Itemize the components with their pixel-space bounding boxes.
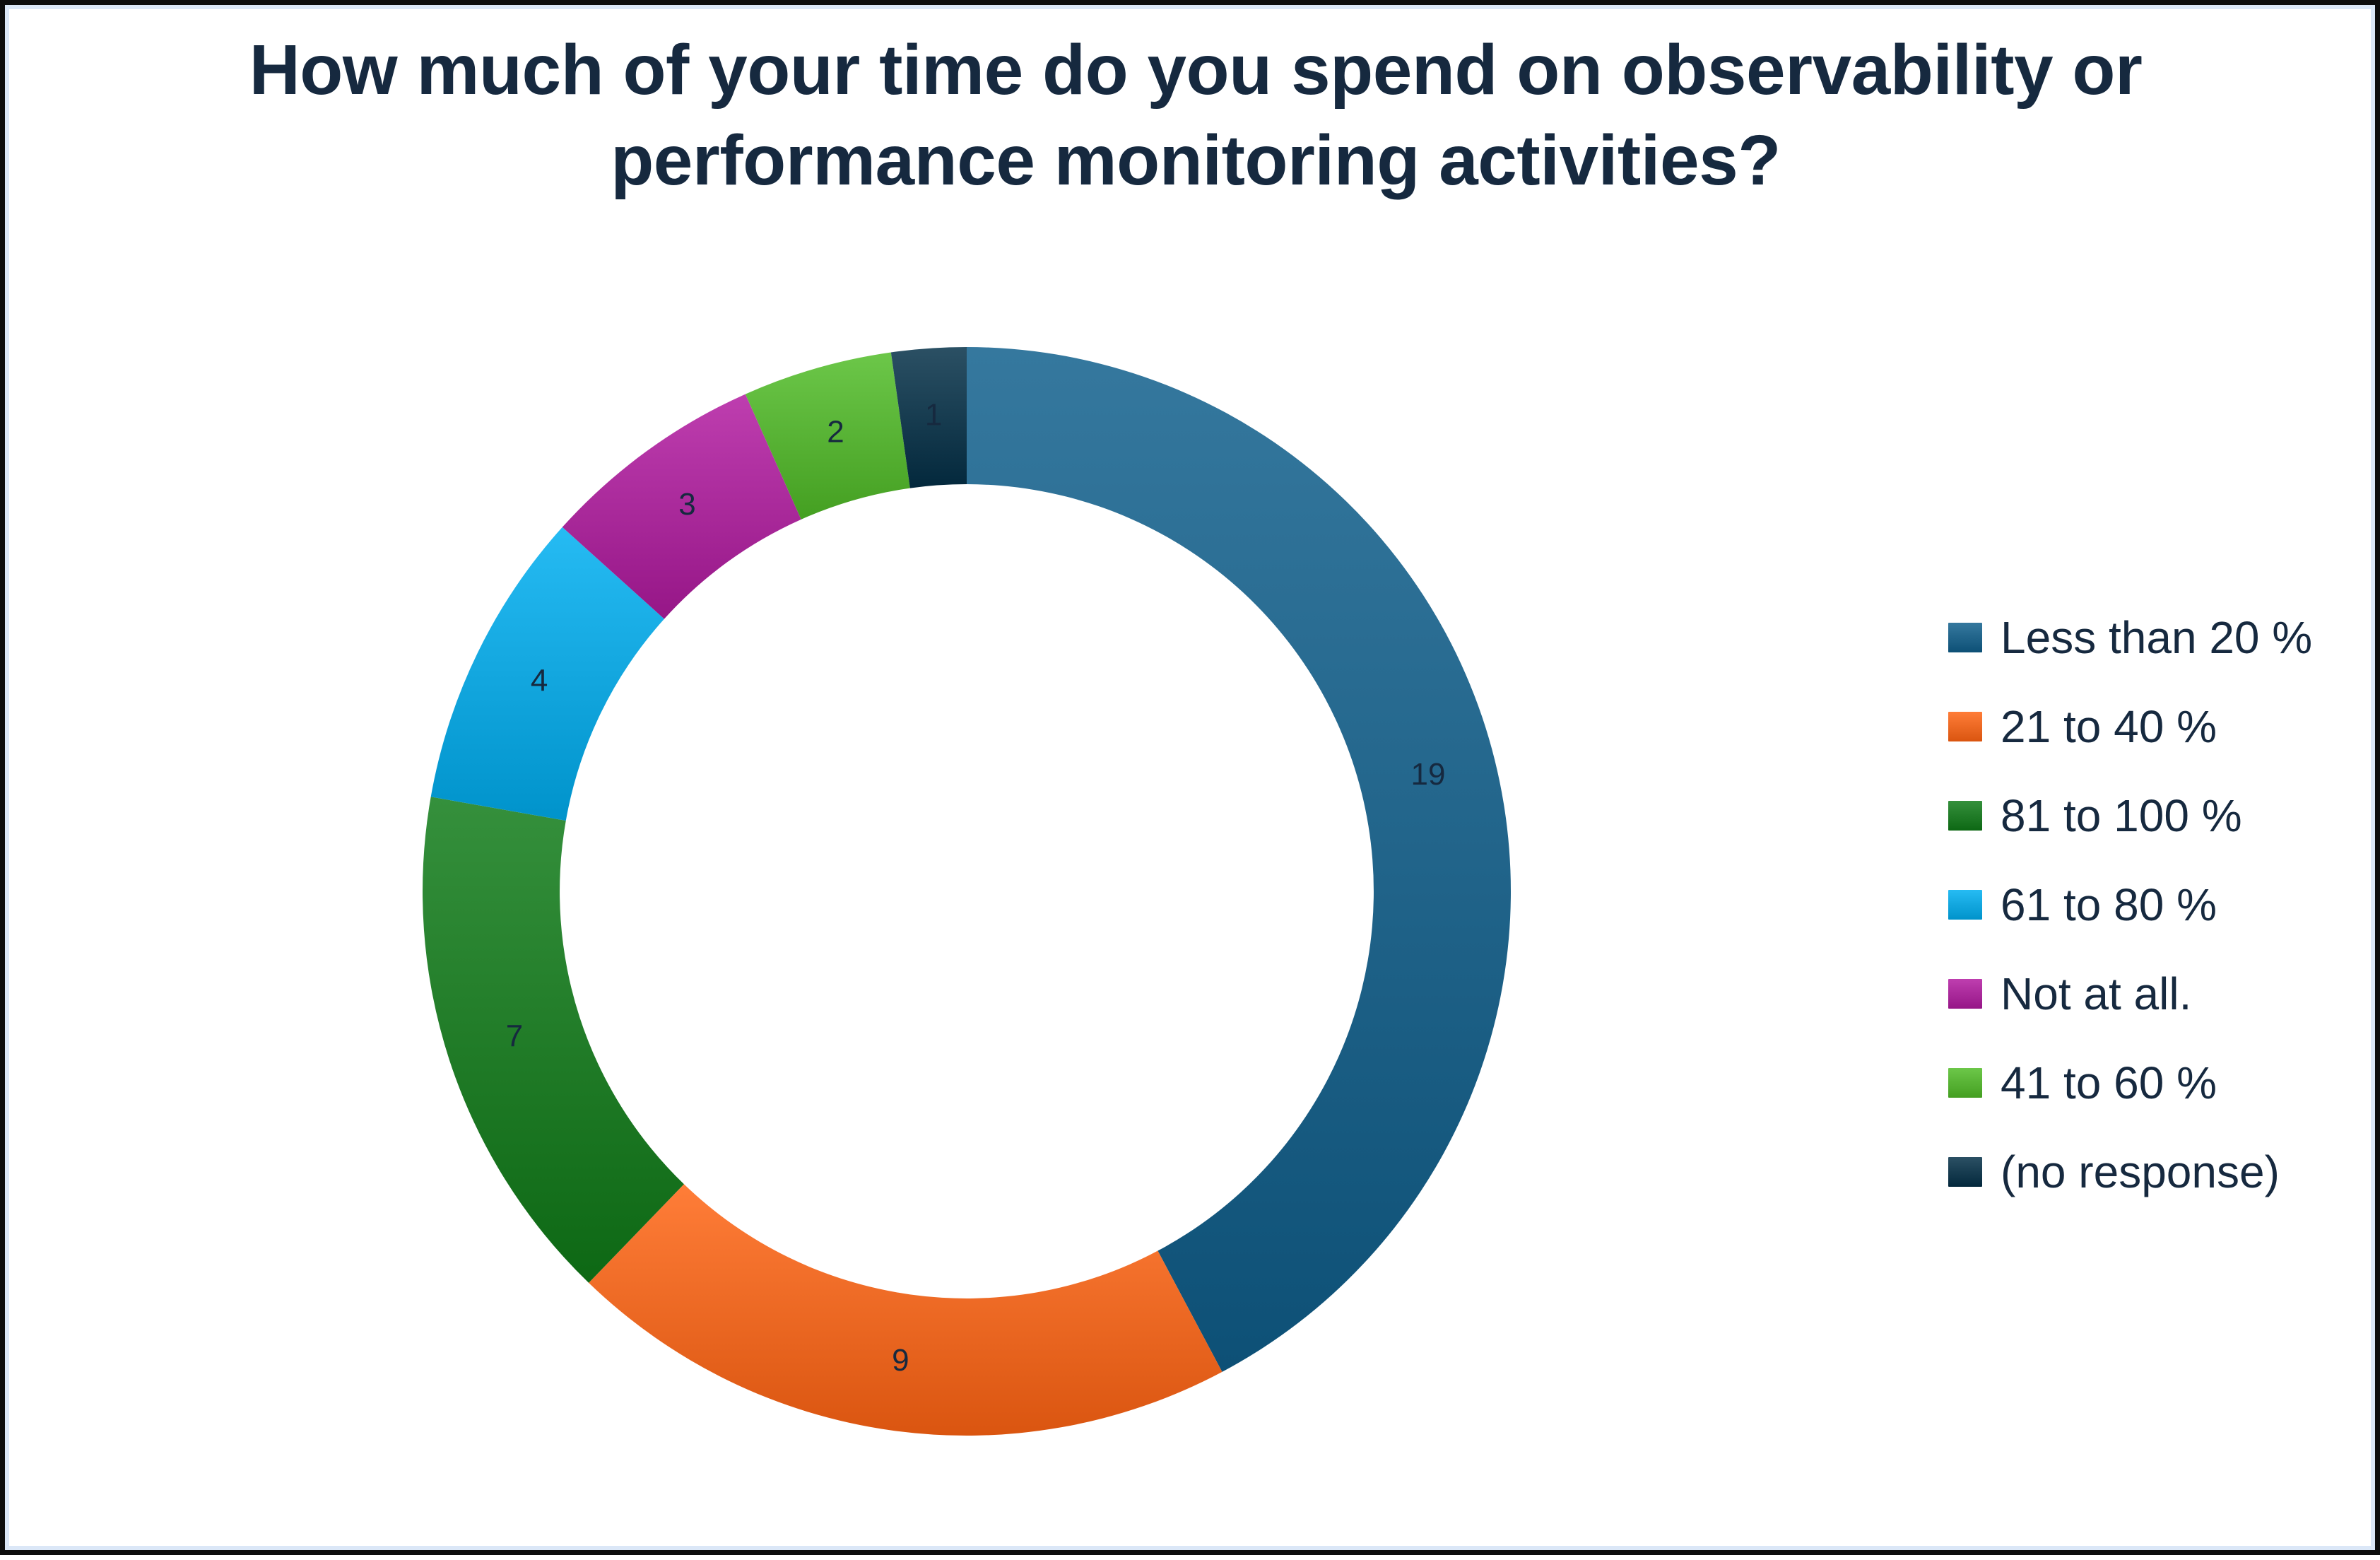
slice-value-label: 9 [892, 1343, 909, 1378]
legend-item-label: Not at all. [2001, 968, 2192, 1019]
slice-value-label: 4 [531, 664, 548, 698]
donut-slice[interactable] [423, 797, 684, 1283]
legend-item-label: 41 to 60 % [2001, 1057, 2217, 1108]
donut-slice[interactable] [430, 527, 664, 821]
slice-value-label: 1 [925, 397, 942, 432]
slice-value-label: 3 [678, 487, 695, 522]
donut-slice[interactable] [967, 347, 1511, 1372]
legend-item-label: 81 to 100 % [2001, 790, 2242, 841]
legend-color-swatch [1948, 1068, 1982, 1098]
legend-color-swatch [1948, 1157, 1982, 1187]
slice-value-label: 7 [506, 1019, 523, 1054]
slice-value-label: 19 [1411, 757, 1446, 792]
legend-item[interactable]: Not at all. [1948, 949, 2372, 1038]
legend-item[interactable]: Less than 20 % [1948, 593, 2372, 682]
donut-slice[interactable] [589, 1184, 1223, 1436]
legend-item[interactable]: (no response) [1948, 1127, 2372, 1216]
chart-title: How much of your time do you spend on ob… [249, 30, 2143, 200]
legend-color-swatch [1948, 712, 1982, 741]
legend-item[interactable]: 61 to 80 % [1948, 860, 2372, 949]
donut-slice[interactable] [562, 394, 801, 619]
legend-item-label: 21 to 40 % [2001, 701, 2217, 752]
legend-item[interactable]: 81 to 100 % [1948, 771, 2372, 860]
legend-item[interactable]: 41 to 60 % [1948, 1038, 2372, 1127]
legend-item-label: Less than 20 % [2001, 612, 2313, 663]
legend-color-swatch [1948, 979, 1982, 1009]
legend-item-label: 61 to 80 % [2001, 879, 2217, 930]
donut-chart-plot-area: 19 9 7 4 3 2 1 [5, 5, 2380, 1560]
donut-slice[interactable] [745, 352, 910, 520]
legend-item[interactable]: 21 to 40 % [1948, 682, 2372, 771]
donut-slice[interactable] [890, 347, 967, 488]
legend-color-swatch [1948, 890, 1982, 920]
donut-chart-svg: 19 9 7 4 3 2 1 [423, 347, 1511, 1436]
slice-value-label: 2 [827, 415, 844, 450]
donut-slice-labels: 19 9 7 4 3 2 1 [506, 397, 1446, 1378]
chart-legend: Less than 20 % 21 to 40 % 81 to 100 % 61 to… [1948, 593, 2372, 1216]
legend-color-swatch [1948, 801, 1982, 831]
donut-slices [423, 347, 1511, 1436]
legend-item-label: (no response) [2001, 1146, 2280, 1197]
legend-color-swatch [1948, 623, 1982, 652]
